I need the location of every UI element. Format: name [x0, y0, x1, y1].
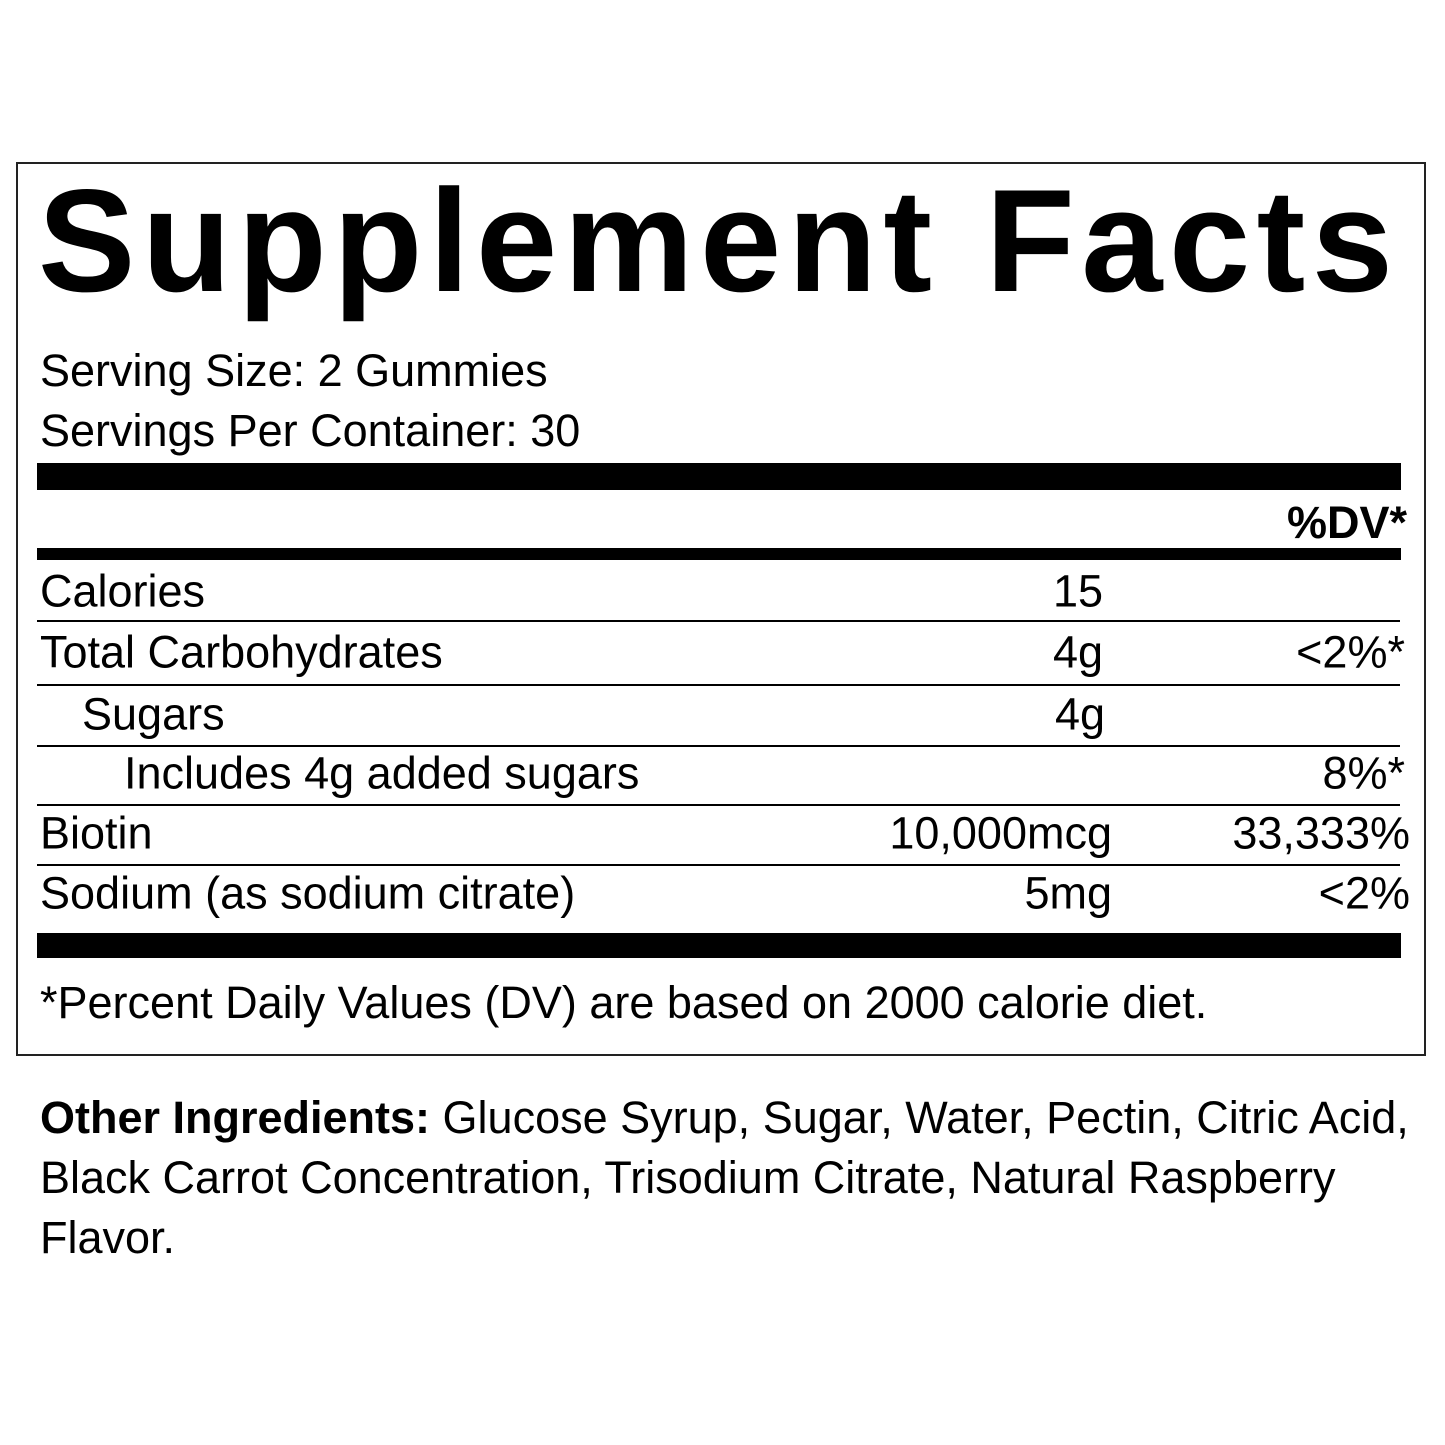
footnote: *Percent Daily Values (DV) are based on …: [40, 977, 1208, 1028]
thick-divider: [37, 463, 1401, 490]
panel-title: Supplement Facts: [38, 159, 1400, 322]
nutrient-name: Includes 4g added sugars: [124, 747, 640, 799]
nutrient-amount: 4g: [1052, 626, 1103, 678]
nutrient-row-sugars: Sugars 4g: [37, 684, 1410, 744]
nutrient-name: Sodium (as sodium citrate): [40, 867, 576, 919]
row-divider: [37, 620, 1400, 622]
nutrient-amount: 5mg: [1024, 867, 1112, 919]
nutrient-dv: 8%*: [1322, 747, 1405, 799]
other-ingredients-label: Other Ingredients:: [40, 1092, 431, 1143]
servings-per-container: Servings Per Container: 30: [40, 405, 581, 456]
nutrient-amount: 4g: [1054, 688, 1105, 740]
row-divider: [37, 804, 1400, 806]
supplement-facts-panel: [16, 162, 1426, 1056]
other-ingredients: Other Ingredients: Glucose Syrup, Sugar,…: [40, 1088, 1430, 1268]
row-divider: [37, 684, 1400, 686]
serving-size: Serving Size: 2 Gummies: [40, 345, 548, 396]
nutrient-dv: 33,333%: [1232, 807, 1410, 859]
nutrient-row-total-carbohydrates: Total Carbohydrates 4g <2%*: [37, 622, 1410, 682]
row-divider: [37, 745, 1400, 747]
row-divider: [37, 864, 1400, 866]
nutrient-name: Total Carbohydrates: [40, 626, 443, 678]
nutrient-name: Sugars: [82, 688, 225, 740]
nutrient-row-biotin: Biotin 10,000mcg 33,333%: [37, 803, 1410, 863]
nutrient-row-added-sugars: Includes 4g added sugars 8%*: [37, 743, 1410, 803]
nutrient-row-calories: Calories 15: [37, 561, 1410, 621]
dv-header: %DV*: [1286, 497, 1407, 548]
nutrient-row-sodium: Sodium (as sodium citrate) 5mg <2%: [37, 863, 1410, 923]
nutrient-dv: <2%: [1318, 867, 1410, 919]
other-ingredients-text: Glucose Syrup, Sugar, Water, Pectin, Cit…: [40, 1092, 1409, 1263]
nutrient-amount: 15: [1052, 565, 1103, 617]
nutrient-name: Biotin: [40, 807, 153, 859]
nutrient-amount: 10,000mcg: [889, 807, 1112, 859]
medium-divider: [37, 548, 1401, 560]
nutrient-dv: <2%*: [1296, 626, 1405, 678]
thick-divider: [37, 933, 1401, 958]
nutrient-name: Calories: [40, 565, 206, 617]
